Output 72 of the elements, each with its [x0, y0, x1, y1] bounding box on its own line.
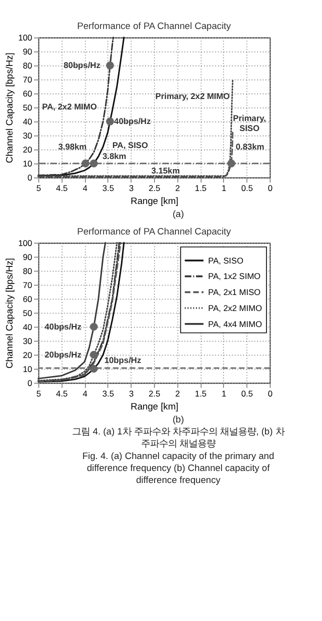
annotation: 40bps/Hz — [114, 116, 151, 126]
y-tick-label: 100 — [18, 32, 33, 43]
x-tick-label: 2.5 — [148, 182, 161, 193]
annotation: 20bps/Hz — [44, 350, 82, 360]
x-axis-title: Range [km] — [130, 401, 178, 412]
x-tick-label: 5 — [36, 388, 42, 398]
y-tick-label: 10 — [22, 158, 33, 169]
annotation: PA, 2x2 MIMO — [42, 101, 98, 112]
x-tick-label: 4 — [82, 388, 88, 398]
y-tick-label: 60 — [22, 88, 33, 99]
legend-label: PA, SISO — [208, 255, 244, 266]
y-tick-label: 80 — [22, 60, 33, 71]
x-tick-label: 2 — [175, 182, 180, 193]
y-tick-label: 100 — [18, 238, 33, 248]
y-tick-label: 10 — [22, 364, 33, 374]
y-axis-title: Channel Capacity [bps/Hz] — [4, 52, 15, 164]
annotation: 0.83km — [236, 141, 264, 152]
y-tick-label: 70 — [22, 74, 33, 85]
x-tick-label: 3 — [128, 388, 134, 398]
annotation: 10bps/Hz — [104, 355, 142, 366]
y-tick-label: 50 — [22, 308, 33, 318]
annotation: 3.8km — [102, 150, 126, 161]
y-tick-label: 60 — [22, 294, 33, 304]
x-axis-title: Range [km] — [130, 196, 178, 206]
x-tick-label: 1 — [222, 182, 227, 193]
annotation: 80bps/Hz — [64, 60, 100, 70]
legend-label: PA, 1x2 SIMO — [208, 271, 262, 282]
text: (a) — [172, 209, 184, 220]
y-tick-label: 40 — [22, 322, 33, 332]
x-tick-label: 5 — [36, 182, 42, 193]
legend-label: PA, 2x2 MIMO — [208, 302, 262, 313]
x-tick-label: 3.5 — [102, 182, 114, 193]
x-tick-label: 1 — [222, 388, 227, 398]
annotation: Primary, SISO — [233, 112, 266, 134]
chart-title: Performance of PA Channel Capacity — [77, 21, 232, 32]
x-tick-label: 0 — [268, 182, 273, 193]
y-tick-label: 70 — [22, 280, 33, 290]
annotation: 40bps/Hz — [44, 322, 82, 332]
x-tick-label: 0.5 — [241, 182, 254, 193]
chart-title: Performance of PA Channel Capacity — [77, 226, 232, 236]
annotation: 3.98km — [58, 141, 87, 152]
legend-label: PA, 4x4 MIMO — [208, 318, 262, 329]
x-tick-label: 2 — [175, 388, 180, 398]
text: (b) — [172, 414, 184, 424]
legend-label: PA, 2x1 MISO — [208, 287, 262, 298]
x-tick-label: 4 — [82, 182, 88, 193]
y-tick-label: 30 — [22, 336, 33, 346]
annotation: PA, SISO — [112, 140, 148, 150]
x-tick-label: 4.5 — [56, 388, 68, 398]
caption: 그림 4. (a) 1차 주파수와 차주파수의 채널용량, (b) 차 주파수의 채널용량 — [72, 426, 284, 449]
y-tick-label: 80 — [22, 266, 33, 276]
x-tick-label: 0 — [268, 388, 273, 398]
x-tick-label: 3.5 — [102, 388, 114, 398]
y-tick-label: 90 — [22, 46, 33, 57]
y-tick-label: 0 — [28, 378, 33, 388]
x-tick-label: 4.5 — [56, 182, 68, 193]
y-tick-label: 90 — [22, 252, 33, 262]
x-tick-label: 0.5 — [241, 388, 254, 398]
annotation: Primary, 2x2 MIMO — [155, 91, 230, 102]
x-tick-label: 1.5 — [194, 182, 207, 193]
caption: Fig. 4. (a) Channel capacity of the primary and difference frequency (b) Channel capacity of difference frequency — [82, 450, 274, 486]
annotation: 3.15km — [151, 166, 180, 176]
y-tick-label: 0 — [28, 172, 33, 183]
y-axis-title: Channel Capacity [bps/Hz] — [4, 258, 15, 368]
x-tick-label: 1.5 — [194, 388, 207, 398]
x-tick-label: 3 — [128, 182, 134, 193]
y-tick-label: 20 — [22, 144, 33, 155]
y-tick-label: 40 — [22, 116, 33, 127]
x-tick-label: 2.5 — [148, 388, 161, 398]
y-tick-label: 30 — [22, 130, 33, 141]
y-tick-label: 50 — [22, 102, 33, 113]
y-tick-label: 20 — [22, 350, 33, 360]
